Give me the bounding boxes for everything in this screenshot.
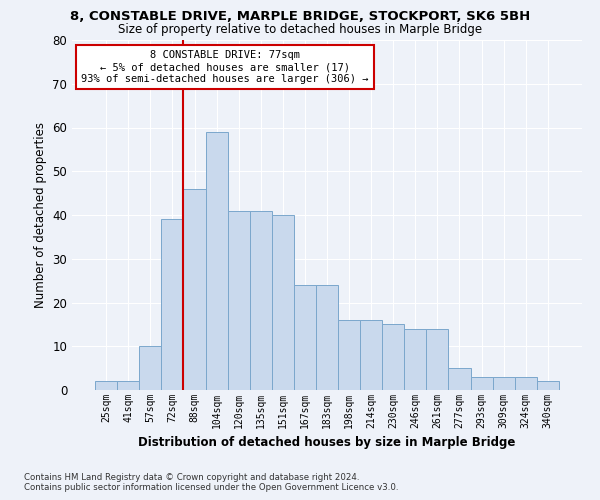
Bar: [294, 285, 316, 390]
Bar: [382, 324, 404, 390]
Bar: [515, 377, 537, 390]
Bar: [95, 381, 117, 390]
Bar: [206, 132, 227, 390]
Bar: [493, 377, 515, 390]
Bar: [360, 320, 382, 390]
Bar: [427, 329, 448, 390]
Text: Contains HM Land Registry data © Crown copyright and database right 2024.
Contai: Contains HM Land Registry data © Crown c…: [24, 473, 398, 492]
Bar: [404, 329, 427, 390]
Bar: [139, 346, 161, 390]
Bar: [470, 377, 493, 390]
Text: Size of property relative to detached houses in Marple Bridge: Size of property relative to detached ho…: [118, 22, 482, 36]
Bar: [184, 188, 206, 390]
Bar: [117, 381, 139, 390]
Bar: [272, 215, 294, 390]
Bar: [338, 320, 360, 390]
Text: 8 CONSTABLE DRIVE: 77sqm
← 5% of detached houses are smaller (17)
93% of semi-de: 8 CONSTABLE DRIVE: 77sqm ← 5% of detache…: [81, 50, 369, 84]
Bar: [537, 381, 559, 390]
Bar: [161, 220, 184, 390]
X-axis label: Distribution of detached houses by size in Marple Bridge: Distribution of detached houses by size …: [139, 436, 515, 450]
Bar: [448, 368, 470, 390]
Bar: [227, 210, 250, 390]
Text: 8, CONSTABLE DRIVE, MARPLE BRIDGE, STOCKPORT, SK6 5BH: 8, CONSTABLE DRIVE, MARPLE BRIDGE, STOCK…: [70, 10, 530, 23]
Bar: [316, 285, 338, 390]
Y-axis label: Number of detached properties: Number of detached properties: [34, 122, 47, 308]
Bar: [250, 210, 272, 390]
